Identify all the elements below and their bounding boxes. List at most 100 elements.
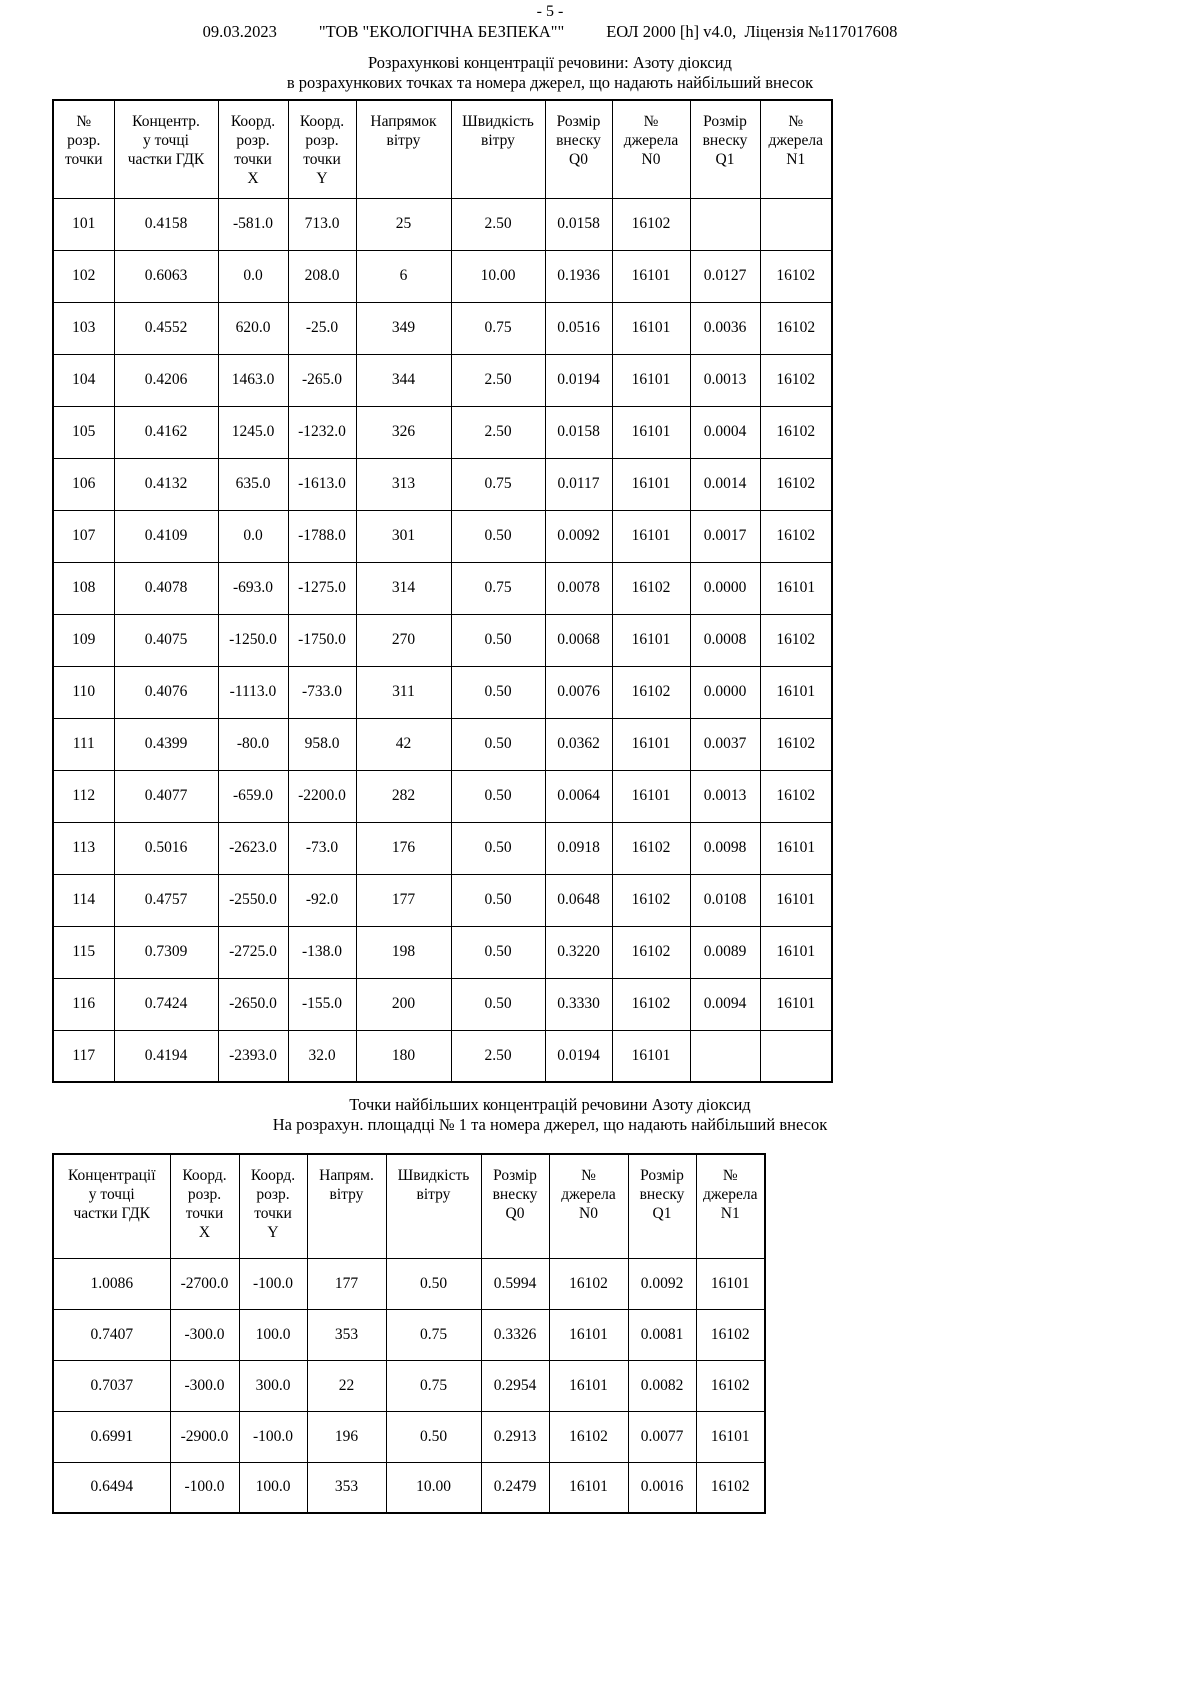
table-row: 113 0.5016 -2623.0 -73.0 176 0.50 0.0918 16102 0… bbox=[52, 821, 833, 875]
table-cell: 0.50 bbox=[450, 717, 546, 771]
table-row: 0.7407 -300.0 100.0 353 0.75 0.3326 16101 0.008… bbox=[52, 1308, 766, 1361]
table-cell: 16102 bbox=[695, 1308, 766, 1361]
table-cell: 0.0068 bbox=[544, 613, 613, 667]
section1-title-line1: Розрахункові концентрації речовини: Азот… bbox=[368, 53, 732, 72]
table-cell: -1232.0 bbox=[287, 405, 357, 459]
table-cell: 16101 bbox=[695, 1257, 766, 1310]
table-cell: 16102 bbox=[611, 197, 691, 251]
table-cell: 200 bbox=[355, 977, 452, 1031]
table-cell: 112 bbox=[52, 769, 115, 823]
table-cell: -300.0 bbox=[169, 1359, 240, 1412]
table-cell: 16101 bbox=[611, 1029, 691, 1083]
table-cell: 117 bbox=[52, 1029, 115, 1083]
table-cell: 101 bbox=[52, 197, 115, 251]
table-cell: 0.6063 bbox=[113, 249, 219, 303]
table-cell: -100.0 bbox=[238, 1410, 308, 1463]
calc-points-table: № розр. точки Концентр. у точці частки ГД… bbox=[52, 99, 833, 1083]
table-cell: 0.0 bbox=[217, 509, 289, 563]
table-cell: 0.0089 bbox=[689, 925, 761, 979]
table-cell: 198 bbox=[355, 925, 452, 979]
table-cell: 0.3220 bbox=[544, 925, 613, 979]
table-cell: 196 bbox=[306, 1410, 387, 1463]
table-cell: 2.50 bbox=[450, 405, 546, 459]
table-cell: -659.0 bbox=[217, 769, 289, 823]
max-concentration-header-row: Концентрації у точці частки ГДК Коорд. ро… bbox=[52, 1153, 766, 1259]
table-cell: 0.50 bbox=[385, 1257, 482, 1310]
column-header: Розмір внеску Q1 bbox=[627, 1153, 697, 1259]
table-cell: 1.0086 bbox=[52, 1257, 171, 1310]
table-cell: 0.0516 bbox=[544, 301, 613, 355]
table-cell: 1463.0 bbox=[217, 353, 289, 407]
table-cell: 100.0 bbox=[238, 1461, 308, 1514]
table-cell: -1113.0 bbox=[217, 665, 289, 719]
column-header: Розмір внеску Q1 bbox=[689, 99, 761, 199]
table-cell: 0.0077 bbox=[627, 1410, 697, 1463]
table-cell: 105 bbox=[52, 405, 115, 459]
table-cell: -2700.0 bbox=[169, 1257, 240, 1310]
table-cell: 0.0108 bbox=[689, 873, 761, 927]
table-cell: 0.0013 bbox=[689, 353, 761, 407]
table-cell: 16101 bbox=[611, 457, 691, 511]
table-cell: -693.0 bbox=[217, 561, 289, 615]
report-date: 09.03.2023 bbox=[202, 22, 277, 41]
table-cell: 108 bbox=[52, 561, 115, 615]
table-cell: 0.0013 bbox=[689, 769, 761, 823]
table-cell: 0.0098 bbox=[689, 821, 761, 875]
table-cell: 110 bbox=[52, 665, 115, 719]
table-cell: 301 bbox=[355, 509, 452, 563]
table-row: 114 0.4757 -2550.0 -92.0 177 0.50 0.0648 16102 0… bbox=[52, 873, 833, 927]
table-cell: 0.50 bbox=[450, 873, 546, 927]
table-cell: 16101 bbox=[759, 561, 833, 615]
table-cell: 0.7037 bbox=[52, 1359, 171, 1412]
table-cell: 0.0158 bbox=[544, 405, 613, 459]
table-cell: 16101 bbox=[548, 1359, 629, 1412]
table-cell: 0.5016 bbox=[113, 821, 219, 875]
column-header: Концентр. у точці частки ГДК bbox=[113, 99, 219, 199]
table-cell: 0.3330 bbox=[544, 977, 613, 1031]
table-cell: 0.7424 bbox=[113, 977, 219, 1031]
report-page: - 5 - 09.03.2023 "ТОВ "ЕКОЛОГІЧНА БЕЗПЕК… bbox=[52, 3, 898, 1514]
table-cell: 0.0016 bbox=[627, 1461, 697, 1514]
table-cell: 106 bbox=[52, 457, 115, 511]
table-cell: 208.0 bbox=[287, 249, 357, 303]
table-cell: 713.0 bbox=[287, 197, 357, 251]
table-cell: 0.50 bbox=[450, 509, 546, 563]
table-cell: 10.00 bbox=[450, 249, 546, 303]
table-cell bbox=[689, 1029, 761, 1083]
table-cell: 0.4109 bbox=[113, 509, 219, 563]
table-cell: 16101 bbox=[611, 717, 691, 771]
table-cell: -155.0 bbox=[287, 977, 357, 1031]
table-cell: 326 bbox=[355, 405, 452, 459]
table-cell: 103 bbox=[52, 301, 115, 355]
table-cell: 16102 bbox=[611, 561, 691, 615]
table-cell: 16102 bbox=[759, 353, 833, 407]
column-header: № розр. точки bbox=[52, 99, 115, 199]
table-cell bbox=[759, 197, 833, 251]
table-cell: 16102 bbox=[759, 301, 833, 355]
table-cell: -1750.0 bbox=[287, 613, 357, 667]
table-cell: 635.0 bbox=[217, 457, 289, 511]
table-cell: -2550.0 bbox=[217, 873, 289, 927]
table-cell bbox=[759, 1029, 833, 1083]
table-cell: 0.0918 bbox=[544, 821, 613, 875]
table-cell: 107 bbox=[52, 509, 115, 563]
table-cell: 16102 bbox=[759, 717, 833, 771]
table-cell: -2725.0 bbox=[217, 925, 289, 979]
table-cell: 314 bbox=[355, 561, 452, 615]
table-cell: 0.0000 bbox=[689, 561, 761, 615]
table-cell: 2.50 bbox=[450, 353, 546, 407]
table-cell: 0.50 bbox=[450, 925, 546, 979]
table-cell: 0.0008 bbox=[689, 613, 761, 667]
table-cell: 311 bbox=[355, 665, 452, 719]
table-cell: 0.7309 bbox=[113, 925, 219, 979]
app-version-license: ЕОЛ 2000 [h] v4.0, Ліцензія №117017608 bbox=[606, 22, 898, 41]
table-cell: 16102 bbox=[759, 405, 833, 459]
table-cell: 16101 bbox=[759, 925, 833, 979]
table-cell: 114 bbox=[52, 873, 115, 927]
table-cell: 16102 bbox=[759, 249, 833, 303]
table-cell: 16102 bbox=[548, 1410, 629, 1463]
table-cell: 0.4757 bbox=[113, 873, 219, 927]
table-cell: 16101 bbox=[611, 769, 691, 823]
table-cell: 16102 bbox=[611, 873, 691, 927]
table-cell: 0.4076 bbox=[113, 665, 219, 719]
